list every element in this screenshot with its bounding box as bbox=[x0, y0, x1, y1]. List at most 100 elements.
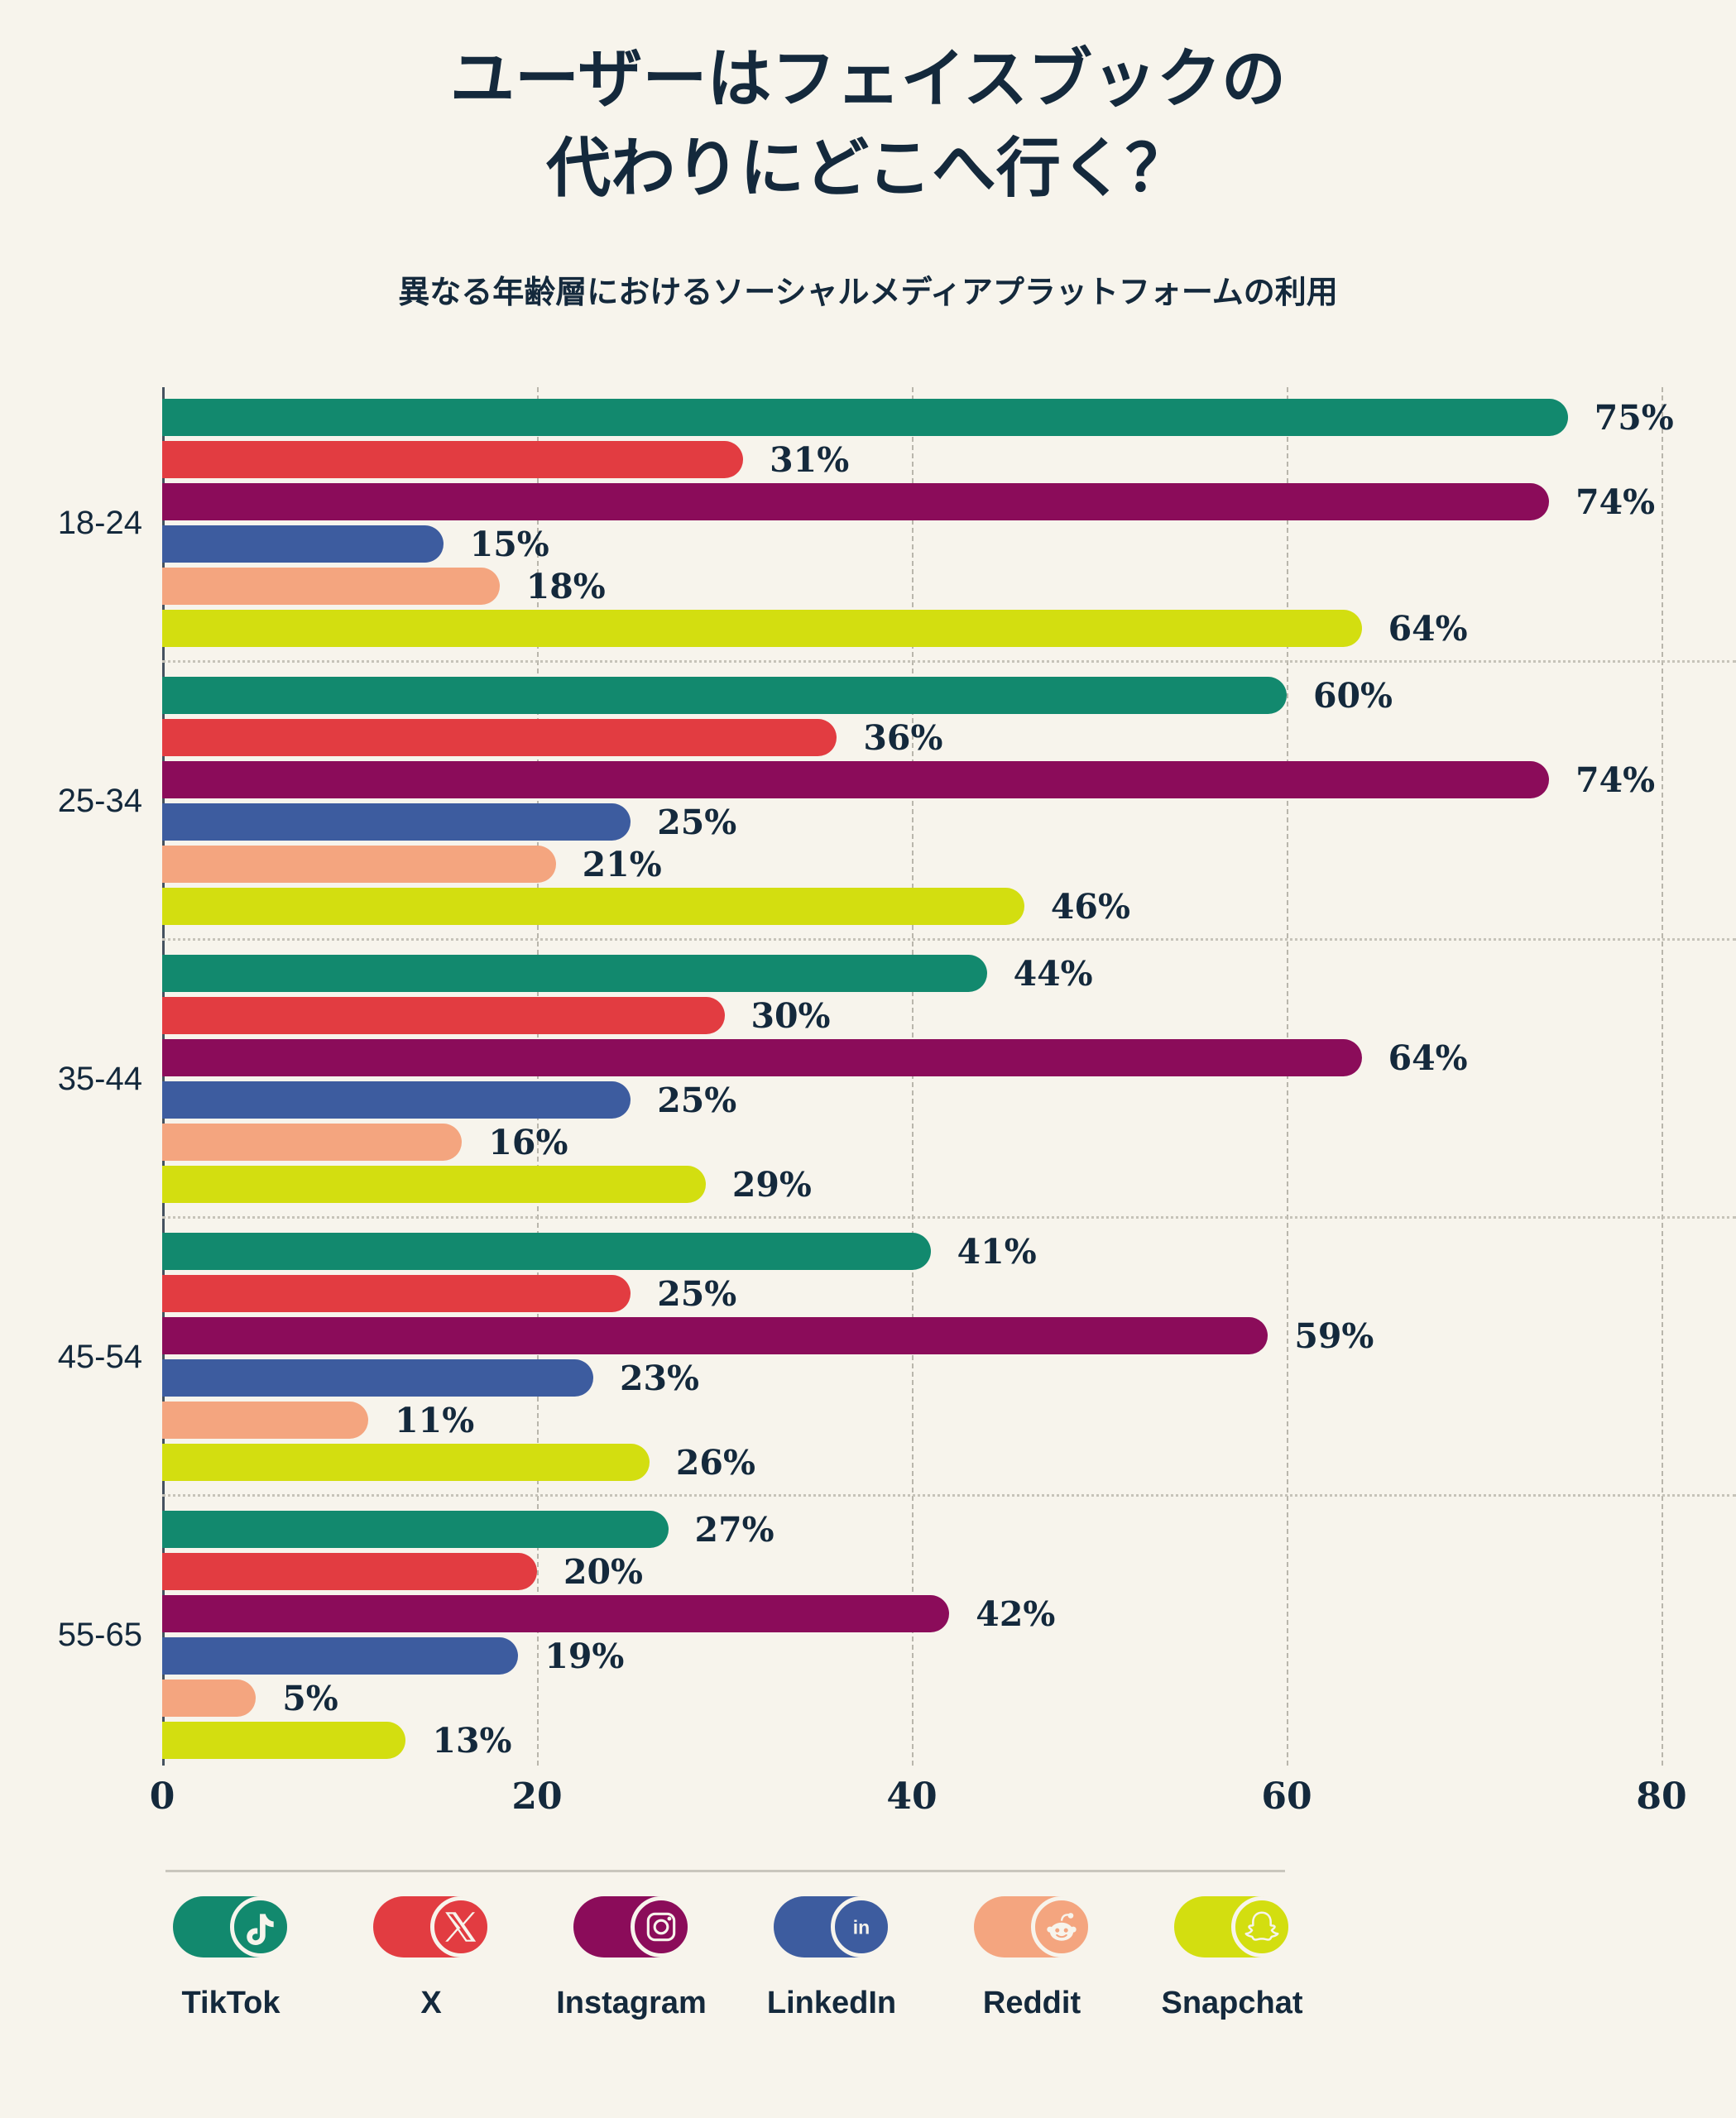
legend-item-label: Snapchat bbox=[1161, 1986, 1303, 2020]
bar-value-label: 44% bbox=[1013, 953, 1093, 994]
page-title: ユーザーはフェイスブックの 代わりにどこへ行く？ bbox=[0, 35, 1736, 213]
y-axis-category-label: 18-24 bbox=[57, 505, 142, 541]
bar-instagram bbox=[162, 483, 1550, 520]
bar-snapchat bbox=[162, 1166, 706, 1203]
legend-item: Reddit bbox=[931, 1896, 1133, 2021]
bar-snapchat bbox=[162, 1722, 406, 1759]
legend-divider bbox=[165, 1870, 1285, 1872]
y-axis-line bbox=[162, 387, 165, 1766]
reddit-icon bbox=[974, 1896, 1092, 1957]
tiktok-icon bbox=[173, 1896, 291, 1957]
bar-row: 25% bbox=[162, 803, 736, 842]
y-axis-category-label: 25-34 bbox=[57, 783, 142, 819]
bar-value-label: 25% bbox=[657, 1080, 737, 1120]
bar-row: 15% bbox=[162, 524, 549, 564]
bar-row: 30% bbox=[162, 995, 831, 1036]
legend-item-label: Reddit bbox=[982, 1986, 1081, 2020]
linkedin-icon: in bbox=[774, 1896, 892, 1957]
bar-row: 59% bbox=[162, 1316, 1374, 1356]
bar-reddit bbox=[162, 568, 500, 605]
x-tick-label: 80 bbox=[1636, 1775, 1687, 1818]
bar-linkedin bbox=[162, 803, 631, 841]
bar-row: 42% bbox=[162, 1594, 1055, 1634]
group-separator bbox=[162, 660, 1736, 663]
x-tick-label: 40 bbox=[886, 1775, 938, 1818]
snapchat-icon bbox=[1174, 1896, 1292, 1957]
reddit-icon-face bbox=[1031, 1896, 1092, 1957]
bar-value-label: 31% bbox=[770, 439, 850, 480]
legend-item-label: LinkedIn bbox=[766, 1986, 897, 2020]
bar-value-label: 74% bbox=[1575, 760, 1656, 800]
bar-value-label: 30% bbox=[751, 995, 831, 1036]
x-icon-face bbox=[430, 1896, 492, 1957]
bar-row: 26% bbox=[162, 1442, 755, 1483]
bar-row: 20% bbox=[162, 1551, 644, 1592]
bar-linkedin bbox=[162, 1637, 519, 1675]
bar-value-label: 23% bbox=[619, 1358, 699, 1398]
bar-row: 16% bbox=[162, 1122, 568, 1162]
bar-row: 5% bbox=[162, 1678, 338, 1718]
bar-instagram bbox=[162, 761, 1550, 798]
bar-tiktok bbox=[162, 1233, 931, 1270]
bar-tiktok bbox=[162, 1511, 669, 1548]
bar-value-label: 16% bbox=[488, 1122, 568, 1162]
bar-tiktok bbox=[162, 955, 987, 992]
legend-item: in LinkedIn bbox=[731, 1896, 933, 2021]
bar-value-label: 41% bbox=[957, 1231, 1037, 1272]
x-tick-label: 0 bbox=[149, 1775, 175, 1818]
group-separator bbox=[162, 1216, 1736, 1219]
bar-value-label: 15% bbox=[469, 524, 549, 564]
bar-x bbox=[162, 1553, 537, 1590]
y-axis-category-label: 35-44 bbox=[57, 1061, 142, 1097]
bar-reddit bbox=[162, 846, 556, 883]
bar-value-label: 64% bbox=[1388, 608, 1468, 649]
bar-row: 64% bbox=[162, 608, 1468, 649]
bar-x bbox=[162, 441, 744, 478]
bar-x bbox=[162, 1275, 631, 1312]
bar-tiktok bbox=[162, 399, 1568, 436]
bar-value-label: 26% bbox=[675, 1442, 755, 1483]
bar-value-label: 46% bbox=[1050, 886, 1130, 927]
bar-value-label: 29% bbox=[731, 1164, 812, 1205]
bar-value-label: 21% bbox=[582, 844, 662, 884]
instagram-icon-face bbox=[631, 1896, 692, 1957]
bar-reddit bbox=[162, 1680, 257, 1717]
svg-text:in: in bbox=[853, 1916, 870, 1938]
bar-row: 13% bbox=[162, 1721, 511, 1761]
bar-row: 60% bbox=[162, 675, 1393, 716]
bar-row: 21% bbox=[162, 844, 662, 884]
bar-instagram bbox=[162, 1317, 1268, 1354]
bar-linkedin bbox=[162, 1081, 631, 1119]
bar-snapchat bbox=[162, 1444, 650, 1481]
bar-row: 41% bbox=[162, 1231, 1037, 1272]
bar-value-label: 20% bbox=[563, 1551, 644, 1592]
bar-value-label: 18% bbox=[525, 566, 606, 606]
bar-value-label: 36% bbox=[863, 717, 943, 758]
x-icon bbox=[373, 1896, 492, 1957]
group-separator bbox=[162, 938, 1736, 941]
bar-tiktok bbox=[162, 677, 1287, 714]
bar-row: 74% bbox=[162, 482, 1655, 522]
instagram-icon bbox=[573, 1896, 692, 1957]
legend-item: Instagram bbox=[530, 1896, 732, 2021]
bar-instagram bbox=[162, 1039, 1362, 1076]
bar-value-label: 60% bbox=[1313, 675, 1393, 716]
bar-row: 25% bbox=[162, 1273, 737, 1314]
bar-value-label: 11% bbox=[395, 1400, 475, 1440]
bar-snapchat bbox=[162, 610, 1362, 647]
page-title-line2: 代わりにどこへ行く？ bbox=[546, 131, 1190, 204]
bar-linkedin bbox=[162, 525, 444, 563]
gridline bbox=[912, 387, 914, 1766]
bar-reddit bbox=[162, 1402, 369, 1439]
bar-value-label: 5% bbox=[282, 1678, 338, 1718]
x-tick-label: 60 bbox=[1261, 1775, 1312, 1818]
bar-value-label: 64% bbox=[1388, 1037, 1468, 1078]
bar-row: 29% bbox=[162, 1164, 812, 1205]
gridline bbox=[1662, 387, 1663, 1766]
bar-row: 74% bbox=[162, 760, 1656, 800]
legend-item: X bbox=[330, 1896, 532, 2021]
snapchat-icon-face bbox=[1231, 1896, 1292, 1957]
legend-item-label: Instagram bbox=[556, 1986, 707, 2020]
bar-value-label: 25% bbox=[657, 1273, 737, 1314]
legend-item: Snapchat bbox=[1131, 1896, 1333, 2021]
